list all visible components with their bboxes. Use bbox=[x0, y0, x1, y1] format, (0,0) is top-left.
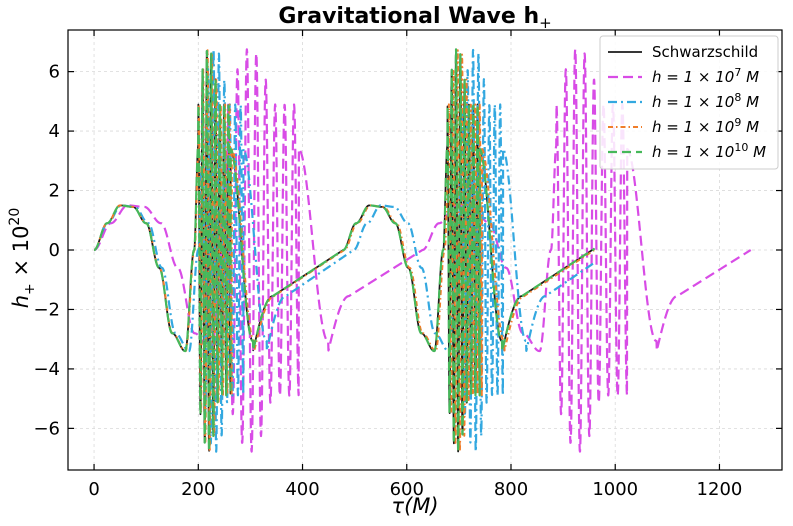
x-tick-label: 0 bbox=[88, 479, 99, 500]
x-tick-label: 600 bbox=[390, 479, 424, 500]
legend-label: Schwarzschild bbox=[652, 43, 758, 61]
y-tick-label: −4 bbox=[33, 359, 60, 380]
legend-label: h = 1 × 108 M bbox=[652, 91, 759, 111]
legend-label-tail: M bbox=[748, 143, 766, 161]
legend-label-exp: 9 bbox=[734, 116, 741, 129]
legend-box bbox=[599, 35, 779, 170]
y-tick-label: 0 bbox=[49, 240, 60, 261]
legend-label-tail: M bbox=[741, 93, 759, 111]
series-lines bbox=[93, 48, 752, 453]
y-tick-label: 6 bbox=[49, 62, 60, 83]
y-tick-label: 4 bbox=[49, 121, 60, 142]
y-axis-label: h+ × 1020 bbox=[7, 208, 38, 309]
y-axis-label-sub: + bbox=[22, 283, 38, 295]
chart-title-main: Gravitational Wave h bbox=[278, 4, 539, 29]
y-axis-label-mult: × 10 bbox=[9, 226, 33, 284]
series-line-4 bbox=[93, 48, 596, 453]
x-tick-label: 1200 bbox=[697, 479, 743, 500]
series-line-3 bbox=[93, 49, 596, 453]
legend-label: h = 1 × 109 M bbox=[652, 116, 759, 136]
y-axis-label-main: h bbox=[9, 295, 33, 308]
chart-title: Gravitational Wave h+ bbox=[278, 4, 551, 32]
series-line-2 bbox=[93, 48, 595, 453]
legend-label-main: h = 1 × 10 bbox=[652, 68, 734, 86]
legend-label: h = 1 × 1010 M bbox=[652, 141, 766, 161]
x-tick-label: 1000 bbox=[592, 479, 638, 500]
legend-label-exp: 7 bbox=[734, 66, 741, 79]
x-tick-label: 800 bbox=[494, 479, 528, 500]
legend-label-tail: M bbox=[741, 68, 759, 86]
x-tick-label: 200 bbox=[181, 479, 215, 500]
x-tick-label: 400 bbox=[285, 479, 319, 500]
y-tick-label: −6 bbox=[33, 418, 60, 439]
legend-label: h = 1 × 107 M bbox=[652, 66, 759, 86]
legend-label-main: h = 1 × 10 bbox=[652, 118, 734, 136]
y-tick-label: 2 bbox=[49, 181, 60, 202]
legend-label-main: h = 1 × 10 bbox=[652, 143, 734, 161]
legend-label-main: Schwarzschild bbox=[652, 43, 758, 61]
legend-label-exp: 10 bbox=[734, 141, 748, 154]
legend-label-main: h = 1 × 10 bbox=[652, 93, 734, 111]
x-axis-label: τ(M) bbox=[391, 494, 438, 518]
legend-label-exp: 8 bbox=[734, 91, 741, 104]
axis-ticks: 0 200 400 600 800 1000 1200 −6 −4 −2 0 2 4 6 bbox=[33, 30, 782, 500]
chart-title-sub: + bbox=[539, 14, 552, 32]
legend-label-tail: M bbox=[741, 118, 759, 136]
y-axis-label-exp: 20 bbox=[7, 208, 23, 226]
y-tick-label: −2 bbox=[33, 299, 60, 320]
